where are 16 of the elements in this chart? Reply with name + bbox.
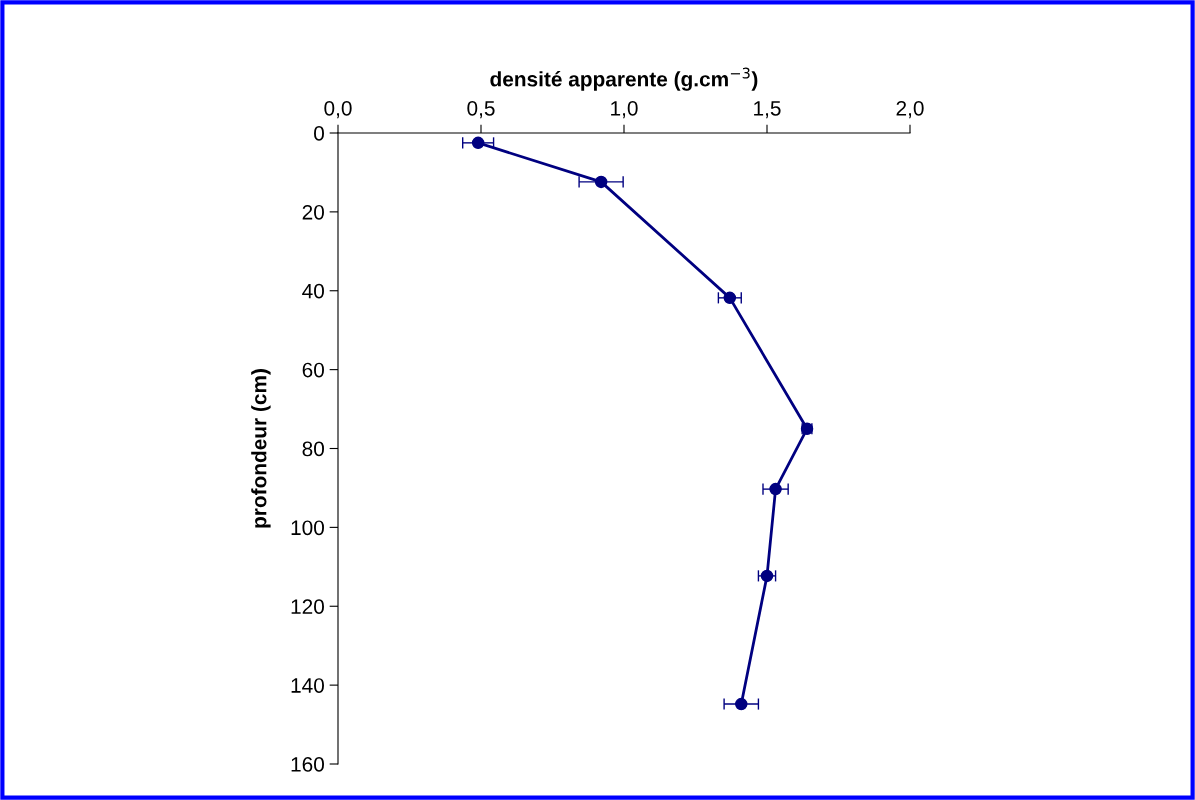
y-tick-label: 80 <box>302 441 324 457</box>
y-tick-label: 140 <box>291 678 324 693</box>
y-tick-label: 120 <box>291 599 324 614</box>
y-tick-label: 40 <box>302 283 324 299</box>
x-tick-label: 1,0 <box>611 100 638 119</box>
y-tick-label: 100 <box>291 520 324 536</box>
x-tick-label: 1,5 <box>754 101 781 119</box>
y-tick-label: 160 <box>291 757 324 772</box>
x-axis-title: densité apparente (g.cm$^{−3}$) <box>490 67 758 91</box>
y-tick-label: 60 <box>302 362 324 378</box>
y-tick-label: 0 <box>314 126 324 141</box>
x-tick-label: 0,5 <box>467 100 495 119</box>
y-tick-label: 20 <box>302 204 324 220</box>
y-axis-title: profondeur (cm) <box>251 369 271 528</box>
x-tick-label: 0,0 <box>324 100 352 119</box>
x-tick-label: 2,0 <box>896 100 924 119</box>
